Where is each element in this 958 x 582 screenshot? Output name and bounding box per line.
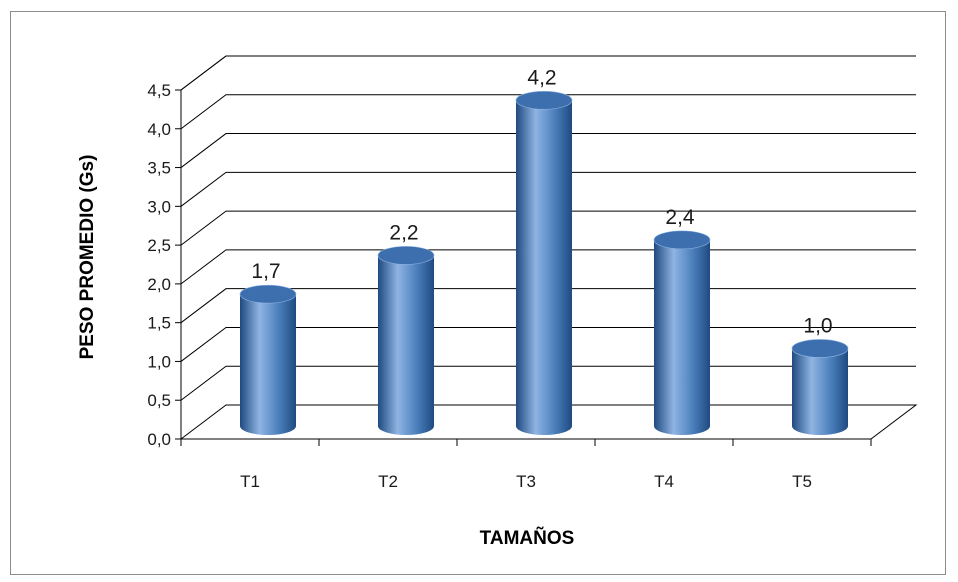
y-tick-label: 1,5: [147, 314, 171, 333]
bar-T5: [791, 339, 849, 435]
y-tick-label: 3,5: [147, 159, 171, 178]
gridlines: [180, 55, 916, 440]
bar-top: [239, 284, 297, 304]
data-label: 1,7: [251, 260, 280, 283]
y-tick-label: 0,0: [147, 430, 171, 449]
y-tick-label: 3,0: [147, 197, 171, 216]
gridline: [180, 210, 916, 246]
x-tick-label: T4: [654, 472, 674, 491]
bar-T4: [653, 230, 711, 435]
gridline: [180, 171, 916, 207]
data-label: 2,2: [389, 221, 418, 244]
y-tick-label: 4,0: [147, 120, 171, 139]
x-tick-label: T3: [516, 472, 536, 491]
bar-top: [791, 339, 849, 358]
bars: [239, 90, 849, 436]
bar-T2: [377, 246, 435, 435]
gridline: [180, 133, 916, 168]
data-label: 4,2: [527, 66, 556, 89]
x-tick-label: T2: [378, 472, 398, 491]
data-label: 2,4: [665, 206, 695, 229]
bar-body: [378, 255, 434, 435]
data-labels: 1,7 2,2 4,2 2,4 1,0: [251, 66, 832, 337]
y-tick-label: 2,0: [147, 275, 171, 294]
bar-top: [377, 246, 435, 265]
bar-T1: [239, 284, 297, 435]
y-axis-title: PESO PROMEDIO (Gs): [77, 155, 98, 360]
bar-body: [516, 100, 572, 436]
chart-frame: 0,0 0,5 1,0 1,5 2,0 2,5 3,0 3,5 4,0 4,5 T1 T2 T3 T4 T…: [10, 11, 946, 575]
x-axis: T1 T2 T3 T4 T5: [180, 438, 872, 491]
y-axis: 0,0 0,5 1,0 1,5 2,0 2,5 3,0 3,5 4,0 4,5: [147, 81, 182, 449]
data-label: 1,0: [803, 314, 832, 337]
bar-T3: [515, 90, 573, 436]
y-tick-label: 4,5: [147, 81, 171, 100]
x-tick-label: T5: [792, 472, 812, 491]
bar-top: [653, 230, 711, 250]
bar-chart: 0,00,51,01,52,02,53,03,54,04,5 T1 T2 T3 T4 T…: [77, 55, 918, 549]
gridline: [180, 55, 916, 91]
y-tick-label: 2,5: [147, 236, 171, 255]
y-tick-label: 0,5: [147, 391, 171, 410]
bar-body: [654, 239, 710, 435]
x-axis-title: TAMAÑOS: [480, 527, 575, 549]
y-tick-label: 1,0: [147, 352, 171, 371]
gridline: [180, 94, 916, 130]
x-tick-label: T1: [240, 472, 260, 491]
bar-body: [792, 348, 848, 435]
bar-top: [515, 90, 573, 110]
bar-body: [240, 294, 296, 435]
